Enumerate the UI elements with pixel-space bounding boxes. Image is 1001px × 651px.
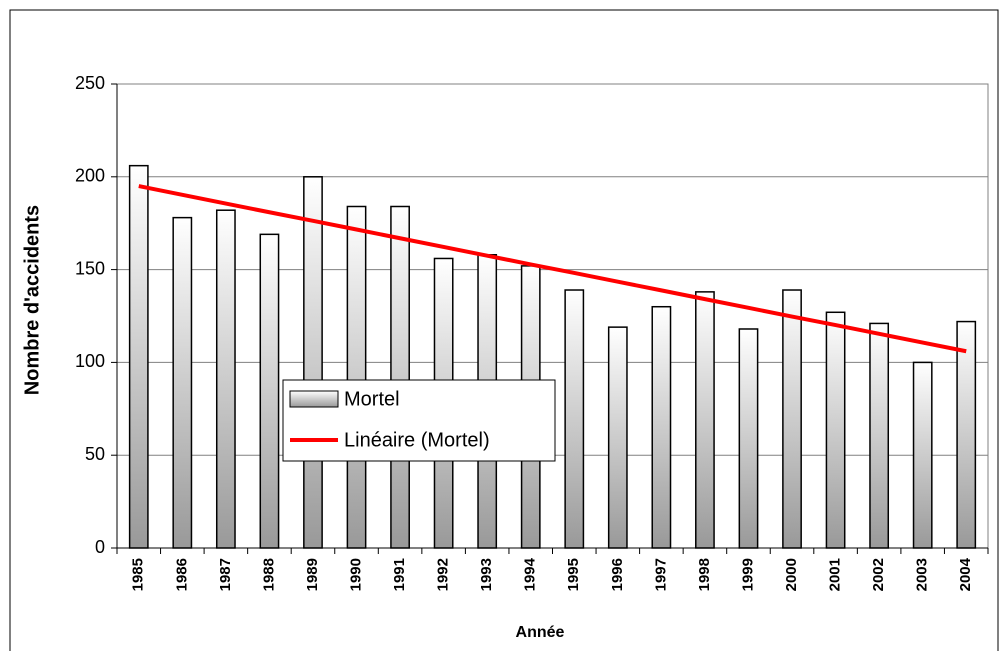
bar [607,326,628,549]
y-tick-label: 100 [75,351,105,371]
x-tick-label: 1989 [304,558,321,591]
y-tick-label: 50 [85,444,105,464]
bar [651,305,672,549]
x-tick-label: 2002 [870,558,887,591]
chart-frame [9,9,999,651]
marks [128,164,977,549]
y-axis-title: Nombre d'accidents [21,205,43,395]
x-axis-title: Année [516,624,565,641]
y-tick-label: 250 [75,73,105,93]
bar [912,361,933,549]
x-tick-label: 1988 [260,558,277,591]
x-tick-label: 2003 [914,558,931,591]
x-tick-label: 1996 [609,558,626,591]
bar [128,164,149,549]
legend-label: Mortel [344,388,400,410]
x-tick-label: 1990 [347,558,364,591]
x-tick-label: 1998 [696,558,713,591]
bar [869,322,890,549]
x-tick-label: 1987 [217,558,234,591]
legend: Mortel Linéaire (Mortel) [282,379,556,462]
axes: 0 50 100 150 200 250 1985 1986 1987 1988 1989 1990 1… [75,73,989,591]
y-tick-label: 150 [75,258,105,278]
bar [738,328,759,549]
x-tick-label: 1985 [130,558,147,591]
bar [259,233,280,549]
x-tick-label: 2000 [783,558,800,591]
legend-label: Linéaire (Mortel) [344,429,490,451]
x-tick-label: 1986 [173,558,190,591]
bar [303,176,323,549]
bar [346,205,367,549]
x-tick-label: 1992 [435,558,452,591]
bar [215,209,236,549]
bar [956,320,977,549]
bar [390,205,410,549]
x-tick-label: 1997 [652,558,669,591]
x-tick-label: 2004 [957,557,974,591]
x-tick-label: 1994 [522,557,539,591]
y-tick-label: 200 [75,166,105,186]
x-tick-label: 1991 [391,558,408,591]
trend-line [138,184,967,354]
x-tick-label: 1995 [565,558,582,591]
x-tick-label: 1993 [478,558,495,591]
bar [564,289,585,549]
x-tick-label: 1999 [739,558,756,591]
bar [695,291,715,549]
x-tick-label: 2001 [827,558,844,591]
y-tick-label: 0 [95,537,105,557]
bar [172,216,193,549]
legend-swatch [289,390,339,408]
bar [782,289,802,549]
bar [825,311,846,549]
